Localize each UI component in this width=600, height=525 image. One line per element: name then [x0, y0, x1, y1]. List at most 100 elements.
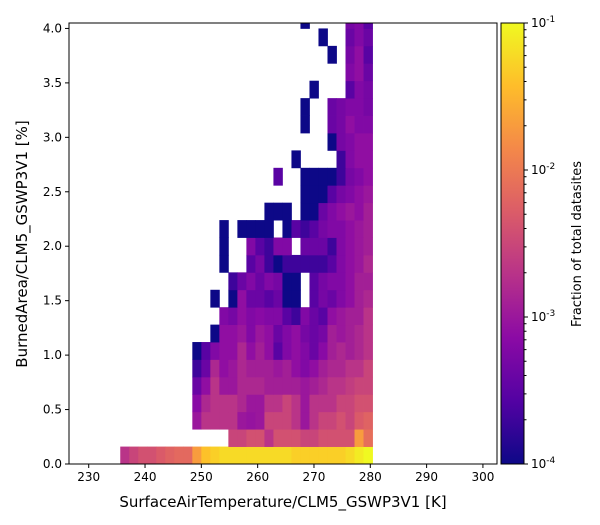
heatmap-cell — [354, 289, 364, 308]
y-tick-label: 1.5 — [43, 294, 62, 308]
heatmap-cell — [327, 446, 337, 465]
heatmap-cell — [354, 394, 364, 413]
heatmap-cell — [228, 307, 238, 326]
heatmap-cell — [255, 220, 265, 238]
heatmap-cell — [264, 220, 274, 238]
heatmap-cell — [246, 394, 256, 413]
heatmap-cell — [192, 376, 202, 395]
heatmap-cell — [129, 446, 139, 465]
heatmap-cell — [354, 185, 364, 204]
heatmap-cell — [345, 98, 355, 116]
heatmap-cell — [345, 342, 355, 360]
heatmap-cell — [345, 115, 355, 134]
heatmap-cell — [345, 185, 355, 204]
heatmap-cell — [309, 411, 319, 430]
heatmap-cell — [327, 45, 337, 64]
heatmap-cell — [192, 446, 202, 465]
heatmap-cell — [327, 237, 337, 256]
heatmap-cell — [363, 115, 373, 134]
heatmap-cell — [354, 254, 364, 273]
heatmap-cell — [309, 324, 319, 343]
heatmap-cell — [354, 150, 364, 169]
heatmap-cell — [183, 446, 193, 465]
colorbar — [501, 23, 524, 464]
heatmap-cell — [228, 289, 238, 308]
heatmap-cell — [336, 411, 346, 430]
heatmap-cell — [210, 289, 220, 308]
heatmap-cell — [363, 28, 373, 47]
heatmap-cell — [336, 167, 346, 186]
x-axis-ticks: 230 240 250 260 270 280 290 300 — [77, 464, 494, 484]
heatmap-cell — [300, 23, 310, 29]
heatmap-cell — [318, 307, 328, 326]
heatmap-cell — [336, 307, 346, 326]
heatmap-cell — [336, 237, 346, 256]
colorbar-tick-label: 10-3 — [531, 309, 555, 324]
heatmap-cell — [300, 98, 310, 116]
heatmap-cell — [201, 376, 211, 395]
heatmap-cell — [354, 98, 364, 116]
heatmap-cell — [246, 359, 256, 378]
x-tick-label: 250 — [190, 470, 213, 484]
heatmap-cell — [336, 289, 346, 308]
heatmap-cell — [201, 342, 211, 360]
heatmap-cell — [246, 220, 256, 238]
heatmap-cell — [309, 342, 319, 360]
heatmap-cell — [264, 324, 274, 343]
heatmap-cell — [327, 98, 337, 116]
heatmap-cell — [363, 237, 373, 256]
heatmap-cell — [273, 254, 283, 273]
heatmap-cell — [309, 185, 319, 204]
heatmap-cell — [255, 237, 265, 256]
y-tick-label: 0.0 — [43, 457, 62, 471]
colorbar-tick-label: 10-4 — [531, 456, 556, 471]
heatmap-cell — [345, 289, 355, 308]
heatmap-cell — [318, 254, 328, 273]
heatmap-cell — [246, 272, 256, 291]
heatmap-cell — [192, 342, 202, 360]
heatmap-cell — [228, 324, 238, 343]
heatmap-cell — [273, 446, 283, 465]
heatmap-cell — [318, 324, 328, 343]
heatmap-cell — [273, 342, 283, 360]
heatmap-cell — [300, 307, 310, 326]
heatmap-cell — [318, 429, 328, 447]
y-axis-ticks: 0.0 0.5 1.0 1.5 2.0 2.5 3.0 3.5 4.0 — [43, 21, 69, 471]
y-tick-label: 1.0 — [43, 348, 62, 362]
heatmap-cell — [363, 150, 373, 169]
heatmap-cell — [309, 429, 319, 447]
heatmap-cell — [300, 220, 310, 238]
heatmap-cell — [219, 359, 229, 378]
heatmap-cell — [327, 220, 337, 238]
heatmap-cell — [363, 23, 373, 29]
heatmap-cell — [228, 342, 238, 360]
heatmap-cell — [309, 220, 319, 238]
heatmap-cell — [309, 254, 319, 273]
heatmap-cell — [363, 220, 373, 238]
heatmap-cell — [318, 394, 328, 413]
heatmap-cell — [336, 446, 346, 465]
heatmap-cell — [327, 202, 337, 221]
heatmap-cell — [309, 376, 319, 395]
heatmap-cell — [255, 429, 265, 447]
heatmap-cell — [237, 411, 247, 430]
heatmap-cell — [264, 359, 274, 378]
heatmap-cell — [282, 342, 292, 360]
heatmap-cell — [327, 289, 337, 308]
heatmap-cell — [363, 307, 373, 326]
heatmap-cell — [300, 324, 310, 343]
heatmap-cell — [336, 254, 346, 273]
heatmap-cell — [363, 45, 373, 64]
heatmap-cell — [228, 376, 238, 395]
heatmap-cell — [282, 237, 292, 256]
heatmap-cell — [264, 289, 274, 308]
heatmap-cell — [237, 289, 247, 308]
heatmap-cell — [273, 237, 283, 256]
heatmap-cell — [354, 324, 364, 343]
heatmap-cell — [237, 220, 247, 238]
heatmap-cell — [309, 237, 319, 256]
heatmap-cell — [345, 429, 355, 447]
heatmap-cell — [309, 272, 319, 291]
heatmap-cell — [246, 254, 256, 273]
heatmap-cell — [291, 220, 301, 238]
